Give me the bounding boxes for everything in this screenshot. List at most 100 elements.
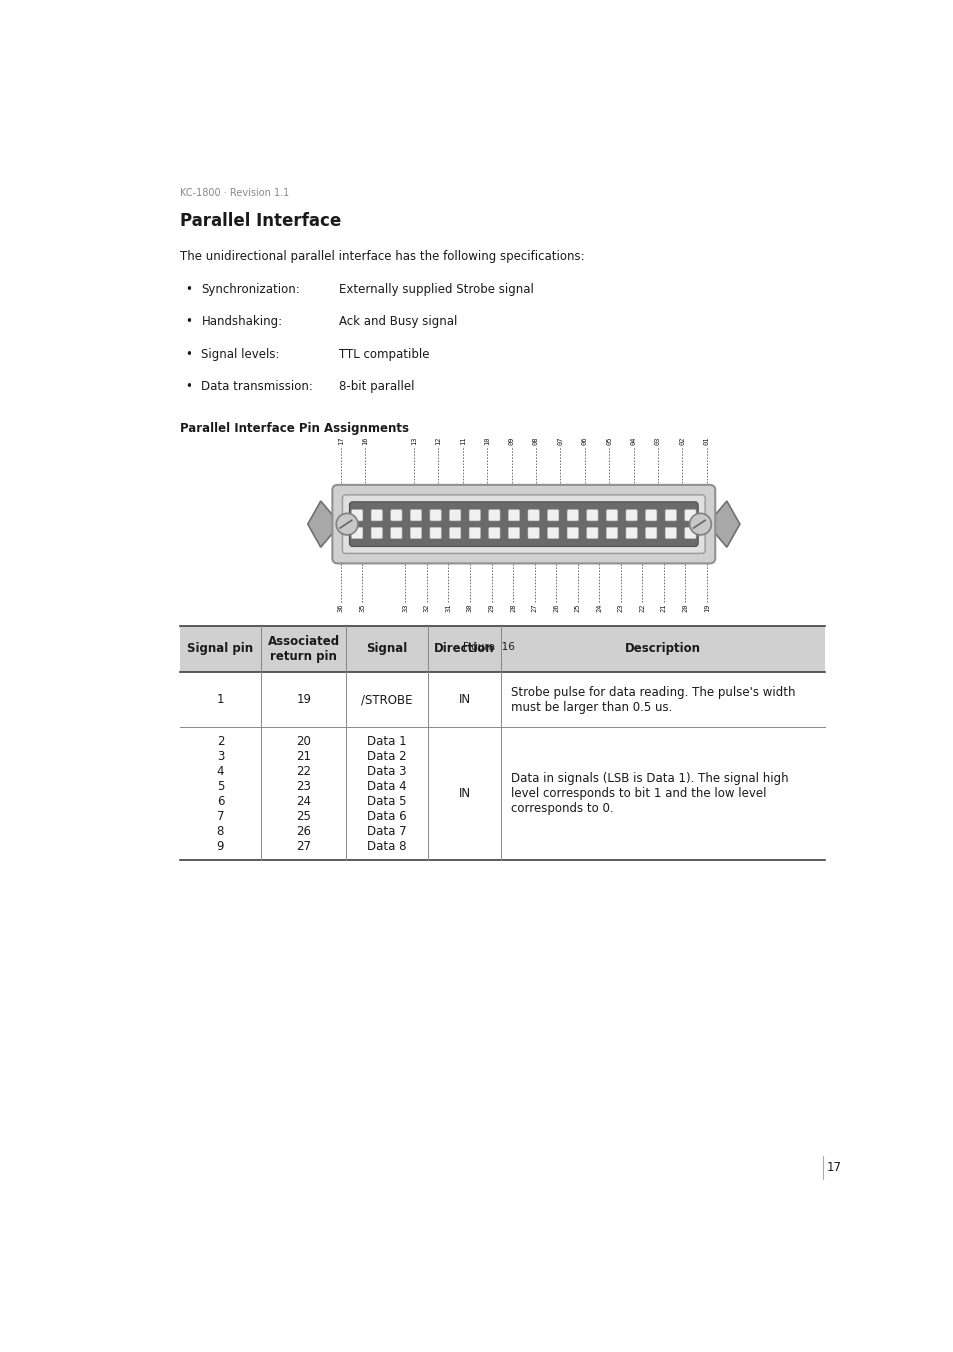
Text: IN: IN (458, 787, 470, 800)
Text: Signal: Signal (366, 642, 407, 656)
Text: 05: 05 (605, 437, 612, 445)
Text: 31: 31 (445, 603, 451, 612)
Text: 19: 19 (295, 694, 311, 706)
FancyBboxPatch shape (664, 527, 676, 538)
FancyBboxPatch shape (469, 510, 480, 521)
Text: •: • (185, 315, 192, 329)
Text: 17: 17 (825, 1160, 841, 1174)
FancyBboxPatch shape (547, 510, 558, 521)
FancyBboxPatch shape (527, 510, 538, 521)
Text: 16: 16 (362, 437, 368, 445)
Text: 08: 08 (533, 437, 538, 445)
FancyBboxPatch shape (645, 510, 657, 521)
FancyBboxPatch shape (664, 510, 676, 521)
Text: 11: 11 (459, 437, 465, 445)
Text: 26: 26 (553, 603, 558, 612)
Polygon shape (308, 502, 340, 548)
FancyBboxPatch shape (488, 527, 499, 538)
Text: 21: 21 (660, 603, 666, 612)
Text: 36: 36 (337, 603, 343, 612)
Text: 13: 13 (411, 437, 416, 445)
FancyBboxPatch shape (645, 527, 657, 538)
FancyBboxPatch shape (586, 527, 598, 538)
Text: Externally supplied Strobe signal: Externally supplied Strobe signal (338, 283, 533, 296)
Bar (179, 626, 823, 672)
FancyBboxPatch shape (625, 527, 637, 538)
FancyBboxPatch shape (371, 527, 382, 538)
FancyBboxPatch shape (391, 510, 401, 521)
Text: TTL compatible: TTL compatible (338, 347, 429, 361)
FancyBboxPatch shape (527, 527, 538, 538)
Text: 29: 29 (488, 603, 494, 612)
FancyBboxPatch shape (352, 510, 362, 521)
Text: Description: Description (624, 642, 700, 656)
FancyBboxPatch shape (352, 527, 362, 538)
Text: 22: 22 (639, 603, 644, 612)
FancyBboxPatch shape (625, 510, 637, 521)
Text: IN: IN (458, 694, 470, 706)
Text: 35: 35 (359, 603, 365, 612)
Text: Signal pin: Signal pin (187, 642, 253, 656)
FancyBboxPatch shape (391, 527, 401, 538)
Text: Data 1
Data 2
Data 3
Data 4
Data 5
Data 6
Data 7
Data 8: Data 1 Data 2 Data 3 Data 4 Data 5 Data … (367, 734, 406, 853)
Text: 33: 33 (402, 603, 408, 612)
FancyBboxPatch shape (469, 527, 480, 538)
Text: 19: 19 (703, 603, 709, 612)
Text: 09: 09 (508, 437, 514, 445)
Text: 20
21
22
23
24
25
26
27: 20 21 22 23 24 25 26 27 (295, 734, 311, 853)
FancyBboxPatch shape (567, 510, 578, 521)
FancyBboxPatch shape (342, 495, 704, 553)
FancyBboxPatch shape (567, 527, 578, 538)
FancyBboxPatch shape (410, 510, 421, 521)
Text: Associated
return pin: Associated return pin (268, 635, 339, 662)
Text: 8-bit parallel: 8-bit parallel (338, 380, 414, 393)
Circle shape (689, 514, 711, 535)
Text: 1: 1 (216, 694, 224, 706)
Text: 28: 28 (510, 603, 516, 612)
Text: •: • (185, 347, 192, 361)
FancyBboxPatch shape (606, 510, 617, 521)
Text: Ack and Busy signal: Ack and Busy signal (338, 315, 456, 329)
Text: Strobe pulse for data reading. The pulse's width
must be larger than 0.5 us.: Strobe pulse for data reading. The pulse… (510, 685, 794, 714)
Text: Signal levels:: Signal levels: (201, 347, 279, 361)
Text: •: • (185, 380, 192, 393)
Text: 02: 02 (679, 437, 684, 445)
Polygon shape (706, 502, 740, 548)
FancyBboxPatch shape (508, 527, 519, 538)
Text: 2
3
4
5
6
7
8
9: 2 3 4 5 6 7 8 9 (216, 734, 224, 853)
FancyBboxPatch shape (349, 502, 698, 546)
FancyBboxPatch shape (508, 510, 519, 521)
Text: 32: 32 (423, 603, 430, 612)
Text: 07: 07 (557, 437, 563, 445)
Text: Synchronization:: Synchronization: (201, 283, 300, 296)
Circle shape (335, 514, 357, 535)
FancyBboxPatch shape (449, 527, 460, 538)
FancyBboxPatch shape (684, 527, 696, 538)
Text: 03: 03 (655, 437, 660, 445)
Text: •: • (185, 283, 192, 296)
Text: Data transmission:: Data transmission: (201, 380, 313, 393)
Text: Parallel Interface Pin Assignments: Parallel Interface Pin Assignments (179, 422, 408, 435)
FancyBboxPatch shape (430, 510, 440, 521)
Text: 27: 27 (531, 603, 537, 612)
Text: 04: 04 (630, 437, 636, 445)
FancyBboxPatch shape (606, 527, 617, 538)
FancyBboxPatch shape (332, 485, 715, 564)
Text: 23: 23 (617, 603, 623, 612)
Text: Figura  16: Figura 16 (462, 642, 515, 652)
FancyBboxPatch shape (684, 510, 696, 521)
Text: 10: 10 (484, 437, 490, 445)
Text: 20: 20 (681, 603, 687, 612)
Text: Direction: Direction (434, 642, 495, 656)
Text: Parallel Interface: Parallel Interface (179, 211, 340, 230)
FancyBboxPatch shape (430, 527, 440, 538)
FancyBboxPatch shape (586, 510, 598, 521)
FancyBboxPatch shape (449, 510, 460, 521)
Text: 24: 24 (596, 603, 601, 612)
FancyBboxPatch shape (371, 510, 382, 521)
FancyBboxPatch shape (547, 527, 558, 538)
FancyBboxPatch shape (410, 527, 421, 538)
Text: 01: 01 (703, 437, 709, 445)
Text: 30: 30 (467, 603, 473, 612)
Text: Handshaking:: Handshaking: (201, 315, 282, 329)
